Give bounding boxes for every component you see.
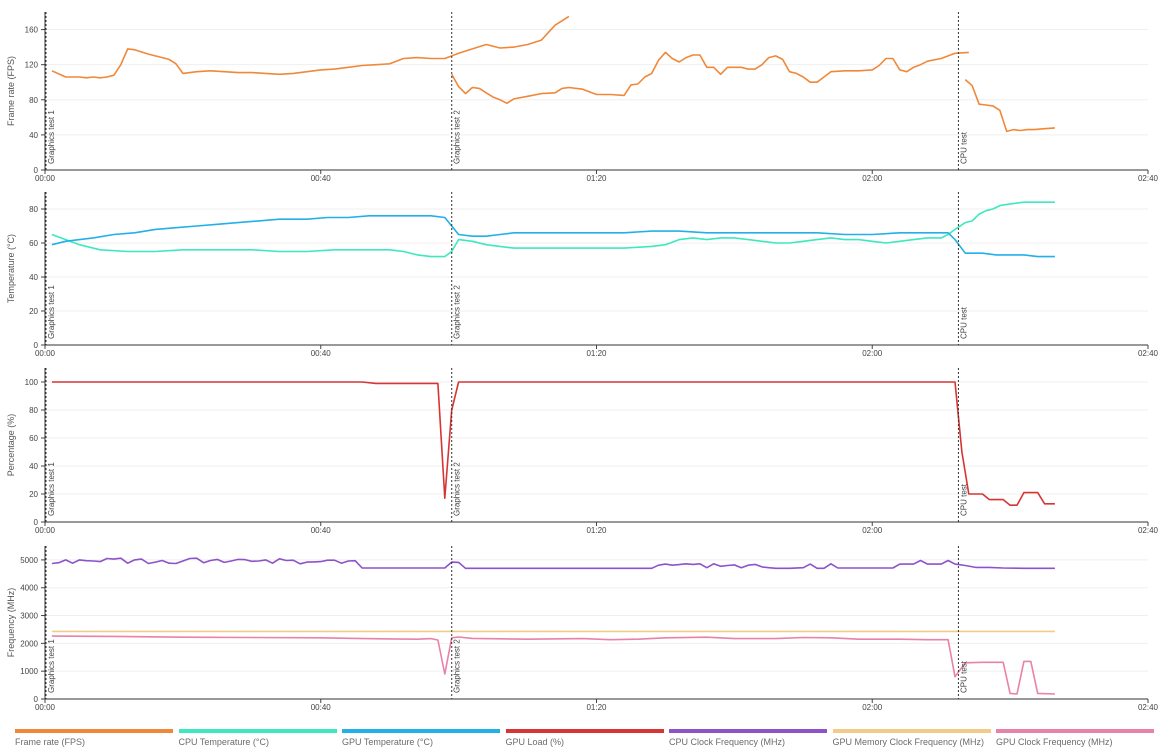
test-marker-label: Graphics test 1 — [47, 639, 56, 693]
y-tick-label: 20 — [29, 490, 38, 499]
legend-label: CPU Clock Frequency (MHz) — [669, 737, 786, 747]
y-axis-label: Percentage (%) — [6, 414, 16, 477]
y-tick-label: 1000 — [20, 667, 38, 676]
legend-item-gpu-load[interactable]: GPU Load (%) — [505, 727, 664, 751]
x-tick-label: 02:40 — [1138, 703, 1159, 712]
y-tick-label: 80 — [29, 96, 38, 105]
series-line-4-3-1 — [51, 635, 1055, 695]
y-tick-label: 2000 — [20, 639, 38, 648]
y-tick-label: 0 — [34, 518, 39, 527]
test-marker-label: CPU test — [959, 131, 968, 164]
chart-panel-4: 0 1000 2000 3000 4000 5000 00:00 00:40 01:20 02:0… — [6, 546, 1159, 712]
x-tick-label: 00:00 — [35, 174, 56, 183]
series-line-1-1-1 — [51, 15, 570, 79]
y-tick-label: 40 — [29, 273, 38, 282]
test-marker-label: CPU test — [959, 483, 968, 516]
chart-panel-1: 0 40 80 120 160 00:00 00:40 01:20 02:00 02:40 Fram… — [6, 12, 1159, 183]
series-line-4-1-1 — [51, 557, 1055, 570]
x-tick-label: 02:40 — [1138, 349, 1159, 358]
x-tick-label: 02:00 — [862, 526, 883, 535]
legend-label: GPU Clock Frequency (MHz) — [996, 737, 1113, 747]
y-tick-label: 0 — [34, 166, 39, 175]
legend-item-cpu-temperature[interactable]: CPU Temperature (°C) — [178, 727, 337, 751]
y-tick-label: 4000 — [20, 584, 38, 593]
y-tick-label: 5000 — [20, 556, 38, 565]
x-tick-label: 02:00 — [862, 349, 883, 358]
y-tick-label: 60 — [29, 239, 38, 248]
legend-label: GPU Temperature (°C) — [342, 737, 433, 747]
y-tick-label: 40 — [29, 462, 38, 471]
y-tick-label: 3000 — [20, 612, 38, 621]
y-tick-label: 0 — [34, 695, 39, 704]
legend-item-gpu-temperature[interactable]: GPU Temperature (°C) — [342, 727, 500, 751]
series-line-3-1-1 — [51, 381, 1055, 507]
y-tick-label: 40 — [29, 131, 38, 140]
test-marker-label: CPU test — [959, 306, 968, 339]
test-marker-label: Graphics test 2 — [453, 462, 462, 516]
legend-label: GPU Load (%) — [505, 737, 565, 747]
legend-swatch — [996, 729, 1154, 733]
legend-item-gpu-clock-frequency[interactable]: GPU Clock Frequency (MHz) — [996, 727, 1154, 751]
test-marker-label: Graphics test 1 — [47, 285, 56, 339]
x-tick-label: 00:40 — [311, 526, 332, 535]
x-tick-label: 01:20 — [586, 703, 607, 712]
chart-legend: Frame rate (FPS) CPU Temperature (°C) GP… — [0, 727, 1170, 753]
legend-swatch — [505, 729, 664, 733]
x-tick-label: 02:40 — [1138, 526, 1159, 535]
y-axis-label: Frequency (MHz) — [6, 588, 16, 658]
y-tick-label: 60 — [29, 434, 38, 443]
x-tick-label: 01:20 — [586, 349, 607, 358]
x-tick-label: 00:00 — [35, 349, 56, 358]
y-tick-label: 80 — [29, 406, 38, 415]
y-tick-label: 120 — [25, 61, 39, 70]
x-tick-label: 01:20 — [586, 174, 607, 183]
legend-swatch — [832, 729, 991, 733]
chart-panel-3: 0 20 40 60 80 100 00:00 00:40 01:20 02:00 02:40 Per… — [6, 368, 1159, 535]
legend-swatch — [15, 729, 173, 733]
test-marker-label: Graphics test 2 — [453, 639, 462, 693]
legend-item-cpu-clock-frequency[interactable]: CPU Clock Frequency (MHz) — [669, 727, 827, 751]
legend-item-gpu-memory-clock-frequency[interactable]: GPU Memory Clock Frequency (MHz) — [832, 727, 991, 751]
x-tick-label: 02:00 — [862, 703, 883, 712]
legend-swatch — [178, 729, 337, 733]
y-tick-label: 160 — [25, 26, 39, 35]
y-tick-label: 100 — [25, 378, 39, 387]
y-axis-label: Temperature (°C) — [6, 234, 16, 303]
test-marker-label: Graphics test 2 — [453, 285, 462, 339]
legend-item-frame-rate[interactable]: Frame rate (FPS) — [15, 727, 173, 751]
legend-swatch — [669, 729, 827, 733]
x-tick-label: 00:40 — [311, 349, 332, 358]
series-line-2-1-1 — [51, 201, 1055, 258]
x-tick-label: 02:00 — [862, 174, 883, 183]
legend-label: CPU Temperature (°C) — [178, 737, 269, 747]
series-line-1-1-3 — [964, 79, 1055, 133]
x-tick-label: 02:40 — [1138, 174, 1159, 183]
test-marker-label: CPU test — [959, 660, 968, 693]
series-line-2-2-1 — [51, 215, 1055, 258]
legend-swatch — [342, 729, 500, 733]
test-marker-label: Graphics test 1 — [47, 110, 56, 164]
chart-panel-2: 0 20 40 60 80 00:00 00:40 01:20 02:00 02:40 Temper… — [6, 192, 1159, 358]
x-tick-label: 00:40 — [311, 703, 332, 712]
y-axis-label: Frame rate (FPS) — [6, 56, 16, 126]
x-tick-label: 00:00 — [35, 526, 56, 535]
x-tick-label: 01:20 — [586, 526, 607, 535]
legend-label: GPU Memory Clock Frequency (MHz) — [832, 737, 985, 747]
series-line-1-1-2 — [451, 51, 969, 105]
test-marker-label: Graphics test 1 — [47, 462, 56, 516]
test-marker-label: Graphics test 2 — [453, 110, 462, 164]
x-tick-label: 00:00 — [35, 703, 56, 712]
y-tick-label: 20 — [29, 307, 38, 316]
x-tick-label: 00:40 — [311, 174, 332, 183]
y-tick-label: 0 — [34, 341, 39, 350]
performance-monitoring-charts: 0 40 80 120 160 00:00 00:40 01:20 02:00 02:40 Fram… — [6, 12, 1159, 712]
legend-label: Frame rate (FPS) — [15, 737, 86, 747]
y-tick-label: 80 — [29, 205, 38, 214]
